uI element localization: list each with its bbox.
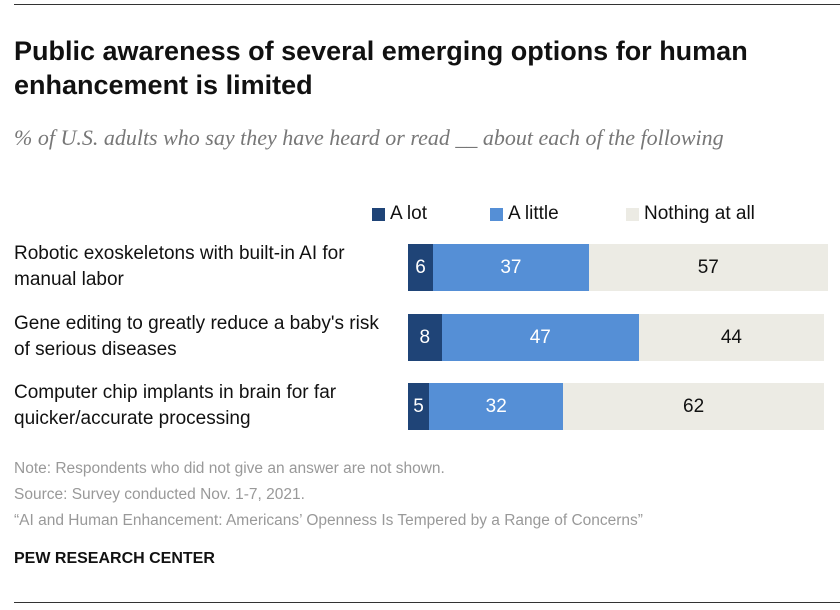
bar-segment: 37 (433, 244, 589, 291)
bar-segment: 44 (639, 314, 824, 361)
bar-segment: 62 (563, 383, 824, 430)
chart-subtitle: % of U.S. adults who say they have heard… (14, 125, 724, 150)
legend-swatch (490, 207, 503, 221)
bottom-rule (14, 602, 840, 603)
top-rule (14, 4, 840, 5)
report-title: “AI and Human Enhancement: Americans’ Op… (14, 512, 643, 529)
bar-segment: 32 (429, 383, 564, 430)
data-label: 32 (485, 395, 507, 417)
data-label: 44 (720, 326, 742, 348)
data-label: 5 (413, 395, 424, 417)
bar-segment: 5 (408, 383, 429, 430)
legend-label: A little (508, 203, 559, 224)
source: Source: Survey conducted Nov. 1-7, 2021. (14, 486, 305, 503)
bar-segment: 8 (408, 314, 442, 361)
note: Note: Respondents who did not give an an… (14, 460, 445, 477)
chart-title: Public awareness of several emerging opt… (14, 36, 748, 100)
legend-label: Nothing at all (644, 203, 755, 224)
data-label: 8 (419, 326, 431, 348)
category-label: Gene editing to greatly reduce a baby's … (14, 313, 379, 360)
legend-item: A little (490, 203, 559, 225)
bar-segment: 57 (588, 244, 828, 291)
legend-swatch (626, 207, 639, 221)
legend-label: A lot (390, 203, 427, 224)
bar-segment: 47 (441, 314, 639, 361)
logo: PEW RESEARCH CENTER (14, 550, 215, 567)
category-label: Robotic exoskeletons with built-in AI fo… (14, 243, 345, 290)
data-label: 57 (697, 256, 719, 278)
data-label: 62 (683, 395, 705, 417)
legend-item: A lot (372, 203, 427, 225)
data-label: 47 (529, 326, 551, 348)
legend-swatch (372, 207, 385, 221)
data-label: 37 (500, 256, 522, 278)
bar-segment: 6 (408, 244, 434, 291)
data-label: 6 (415, 256, 426, 278)
legend-item: Nothing at all (626, 203, 755, 225)
category-label: Computer chip implants in brain for far … (14, 382, 337, 429)
